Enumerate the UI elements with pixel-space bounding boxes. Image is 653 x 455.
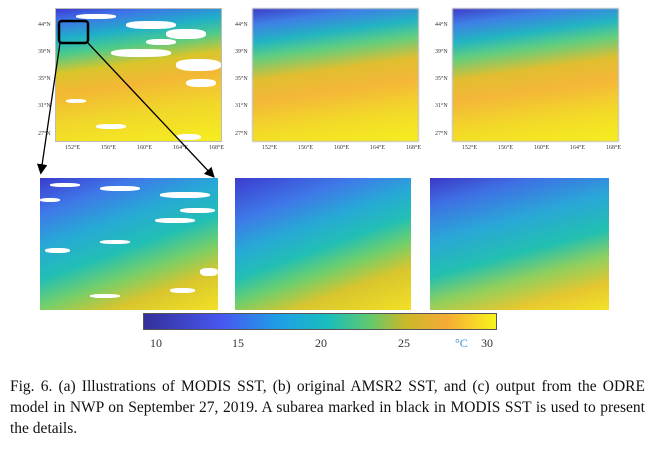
x-tick-label: 160°E [137, 145, 153, 151]
figure-caption: Fig. 6. (a) Illustrations of MODIS SST, … [10, 378, 645, 437]
colorbar-tick-30: 30 [481, 336, 493, 350]
arrow-left [36, 42, 61, 175]
x-tick-label: 156°E [298, 145, 314, 151]
modis-sst-map [55, 8, 222, 142]
y-tick-label: 31°N [235, 103, 248, 109]
colorbar [143, 313, 497, 330]
x-tick-label: 160°E [534, 145, 550, 151]
amsr2-sst-map [252, 8, 419, 142]
colorbar-tick-10: 10 [150, 336, 162, 350]
x-tick-label: 164°E [570, 145, 586, 151]
x-tick-label: 152°E [65, 145, 81, 151]
x-tick-label: 168°E [406, 145, 422, 151]
x-tick-label: 160°E [334, 145, 350, 151]
y-tick-label: 35°N [38, 76, 51, 82]
odre-subarea-detail [430, 178, 609, 310]
x-tick-label: 168°E [209, 145, 225, 151]
y-tick-label: 27°N [235, 131, 248, 137]
subarea-box [57, 19, 90, 45]
zoom-arrows [36, 19, 215, 178]
y-tick-label: 35°N [435, 76, 448, 82]
x-tick-label: 152°E [262, 145, 278, 151]
x-tick-label: 164°E [370, 145, 386, 151]
y-tick-label: 39°N [435, 49, 448, 55]
y-tick-label: 31°N [38, 103, 51, 109]
y-tick-label: 27°N [435, 131, 448, 137]
y-tick-label: 27°N [38, 131, 51, 137]
y-tick-label: 35°N [235, 76, 248, 82]
y-tick-label: 44°N [235, 22, 248, 28]
amsr2-subarea-detail [235, 178, 411, 310]
colorbar-tick-25: 25 [398, 336, 410, 350]
x-tick-label: 156°E [101, 145, 117, 151]
y-tick-label: 39°N [235, 49, 248, 55]
x-tick-label: 152°E [462, 145, 478, 151]
y-tick-label: 44°N [435, 22, 448, 28]
arrow-right [87, 42, 215, 178]
x-tick-label: 164°E [173, 145, 189, 151]
x-tick-label: 156°E [498, 145, 514, 151]
colorbar-tick-20: 20 [315, 336, 327, 350]
modis-subarea-detail [40, 178, 218, 310]
odre-sst-map [452, 8, 619, 142]
y-tick-label: 44°N [38, 22, 51, 28]
y-tick-label: 39°N [38, 49, 51, 55]
y-tick-label: 31°N [435, 103, 448, 109]
x-tick-label: 168°E [606, 145, 622, 151]
colorbar-unit: °C [455, 336, 468, 350]
colorbar-tick-15: 15 [232, 336, 244, 350]
